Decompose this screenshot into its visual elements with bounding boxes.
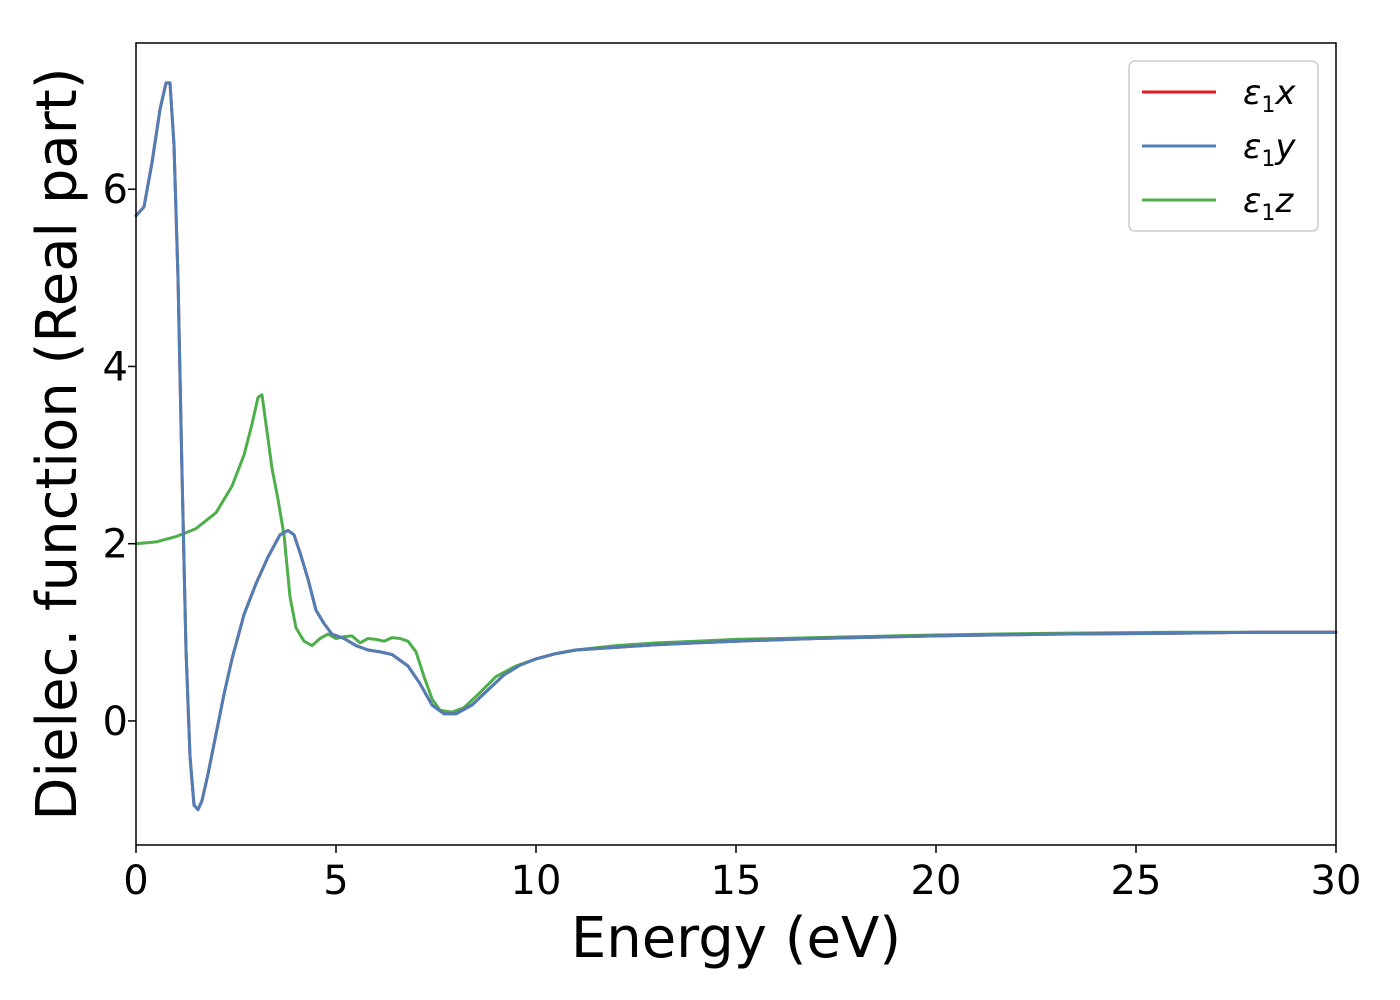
y-tick-label: 0	[103, 699, 128, 745]
series-line-y	[134, 81, 1338, 812]
legend-label-x: ε1x	[1243, 73, 1296, 118]
x-axis-label: Energy (eV)	[571, 906, 901, 971]
legend-box	[1128, 60, 1319, 232]
x-tick-label: 10	[511, 858, 562, 904]
x-tick-label: 30	[1311, 858, 1362, 904]
x-tick-label: 20	[911, 858, 962, 904]
y-axis: 0 2 4 6	[103, 167, 136, 745]
series-layer	[134, 81, 1338, 812]
y-tick-label: 2	[103, 522, 128, 568]
x-tick-label: 25	[1111, 858, 1162, 904]
x-tick-label: 0	[123, 858, 148, 904]
y-axis-label: Dielec. function (Real part)	[25, 67, 90, 820]
x-tick-label: 15	[711, 858, 762, 904]
y-tick-label: 4	[103, 344, 128, 390]
series-line-z	[134, 393, 1338, 714]
y-tick-label: 6	[103, 167, 128, 213]
legend: ε1x ε1y ε1z	[1128, 60, 1319, 232]
legend-label-z: ε1z	[1243, 181, 1294, 226]
x-axis: 0 5 10 15 20 25 30	[123, 845, 1361, 904]
x-tick-label: 5	[323, 858, 348, 904]
legend-label-y: ε1y	[1243, 127, 1296, 172]
